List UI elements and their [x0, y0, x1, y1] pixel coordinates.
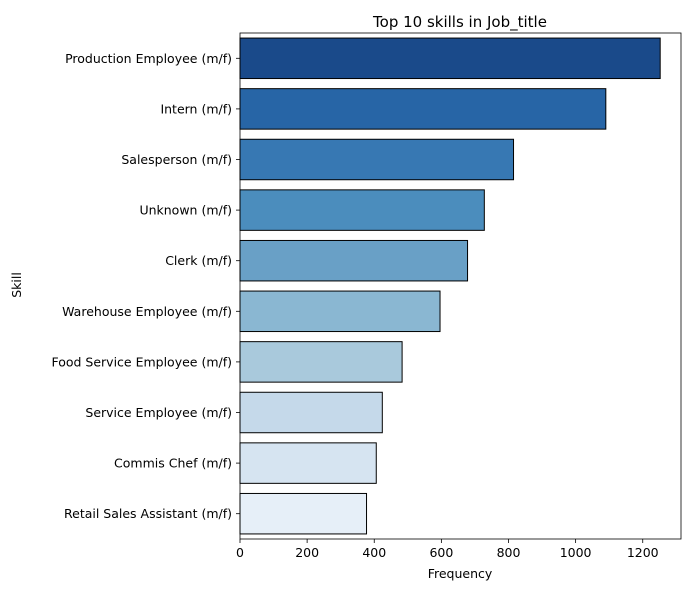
x-tick-label: 1200 [627, 545, 659, 560]
x-axis-label: Frequency [428, 566, 493, 581]
bar [239, 138, 515, 181]
y-tick-label: Intern (m/f) [160, 101, 232, 116]
y-tick-label: Retail Sales Assistant (m/f) [64, 506, 232, 521]
y-tick-label: Clerk (m/f) [165, 253, 232, 268]
y-tick-label: Warehouse Employee (m/f) [62, 304, 232, 319]
bar [239, 239, 469, 282]
y-tick-label: Commis Chef (m/f) [114, 456, 232, 471]
plot-frame [239, 32, 682, 540]
bar [239, 290, 441, 333]
bar [239, 492, 368, 535]
bar [239, 88, 607, 130]
y-tick-label: Salesperson (m/f) [121, 152, 232, 167]
bar [239, 442, 377, 484]
bar [239, 341, 403, 383]
chart-title: Top 10 skills in Job_title [372, 13, 547, 32]
x-tick-label: 200 [295, 545, 319, 560]
x-axis-ticks: 0 200 400 600 800 1000 1200 [236, 539, 659, 560]
y-tick-label: Food Service Employee (m/f) [51, 354, 232, 369]
y-tick-label: Unknown (m/f) [139, 203, 232, 218]
y-tick-label: Service Employee (m/f) [85, 405, 232, 420]
bar [239, 391, 383, 434]
x-tick-label: 600 [429, 545, 453, 560]
bar [239, 37, 661, 80]
bars-group [239, 37, 661, 535]
y-tick-label: Production Employee (m/f) [65, 51, 232, 66]
y-axis-ticks: Production Employee (m/f) Intern (m/f) Sal… [51, 51, 240, 521]
bar [239, 189, 485, 231]
x-tick-label: 0 [236, 545, 244, 560]
y-axis-label: Skill [9, 272, 24, 298]
x-tick-label: 1000 [560, 545, 592, 560]
x-tick-label: 400 [362, 545, 386, 560]
x-tick-label: 800 [497, 545, 521, 560]
